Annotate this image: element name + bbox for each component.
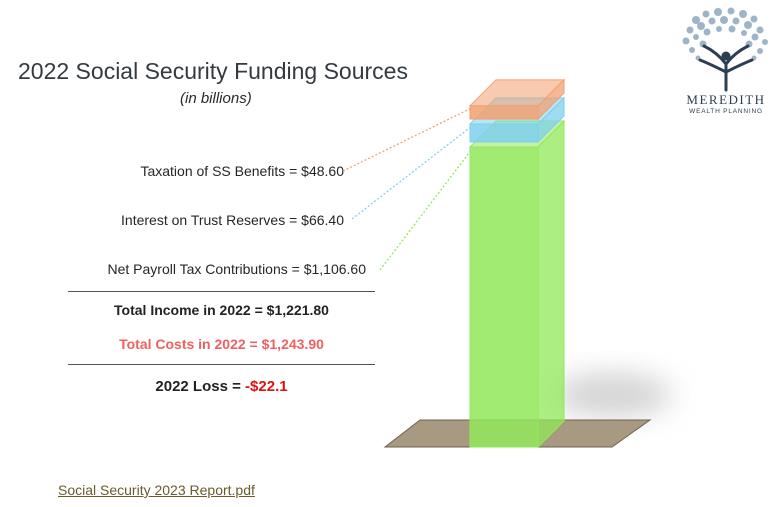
report-link[interactable]: Social Security 2023 Report.pdf [58, 482, 255, 498]
loss-label: 2022 Loss = [155, 378, 246, 395]
bar-taxation-front [469, 105, 539, 120]
logo-name: MEREDITH [686, 92, 766, 107]
leader-interest [351, 125, 473, 220]
slide-title: 2022 Social Security Funding Sources [18, 58, 408, 84]
divider-top [68, 291, 375, 292]
bar-interest-front [469, 123, 539, 143]
leader-lines [342, 107, 473, 271]
logo-tagline: WEALTH PLANNING [689, 108, 763, 115]
interest-label: Interest on Trust Reserves = $66.40 [121, 212, 344, 228]
bar-payroll-side [537, 119, 565, 449]
total-income: Total Income in 2022 = $1,221.80 [114, 302, 329, 318]
payroll-label: Net Payroll Tax Contributions = $1,106.6… [107, 261, 366, 277]
total-costs: Total Costs in 2022 = $1,243.90 [119, 336, 324, 352]
bar-payroll-front [469, 146, 539, 448]
tree-icon [682, 7, 768, 92]
slide-subtitle: (in billions) [180, 90, 252, 107]
bar-payroll [468, 119, 566, 449]
meredith-logo: MEREDITH WEALTH PLANNING [676, 6, 776, 124]
bar-shadow [552, 373, 672, 417]
loss-value: -$22.1 [245, 378, 288, 395]
loss-line: 2022 Loss = -$22.1 [68, 378, 375, 395]
leader-taxation [342, 107, 473, 172]
leader-payroll [379, 148, 473, 271]
bar-taxation-top [468, 79, 566, 107]
taxation-label: Taxation of SS Benefits = $48.60 [140, 163, 344, 179]
divider-bottom [68, 364, 375, 365]
bar-group [468, 78, 566, 449]
bar-taxation [468, 78, 566, 121]
